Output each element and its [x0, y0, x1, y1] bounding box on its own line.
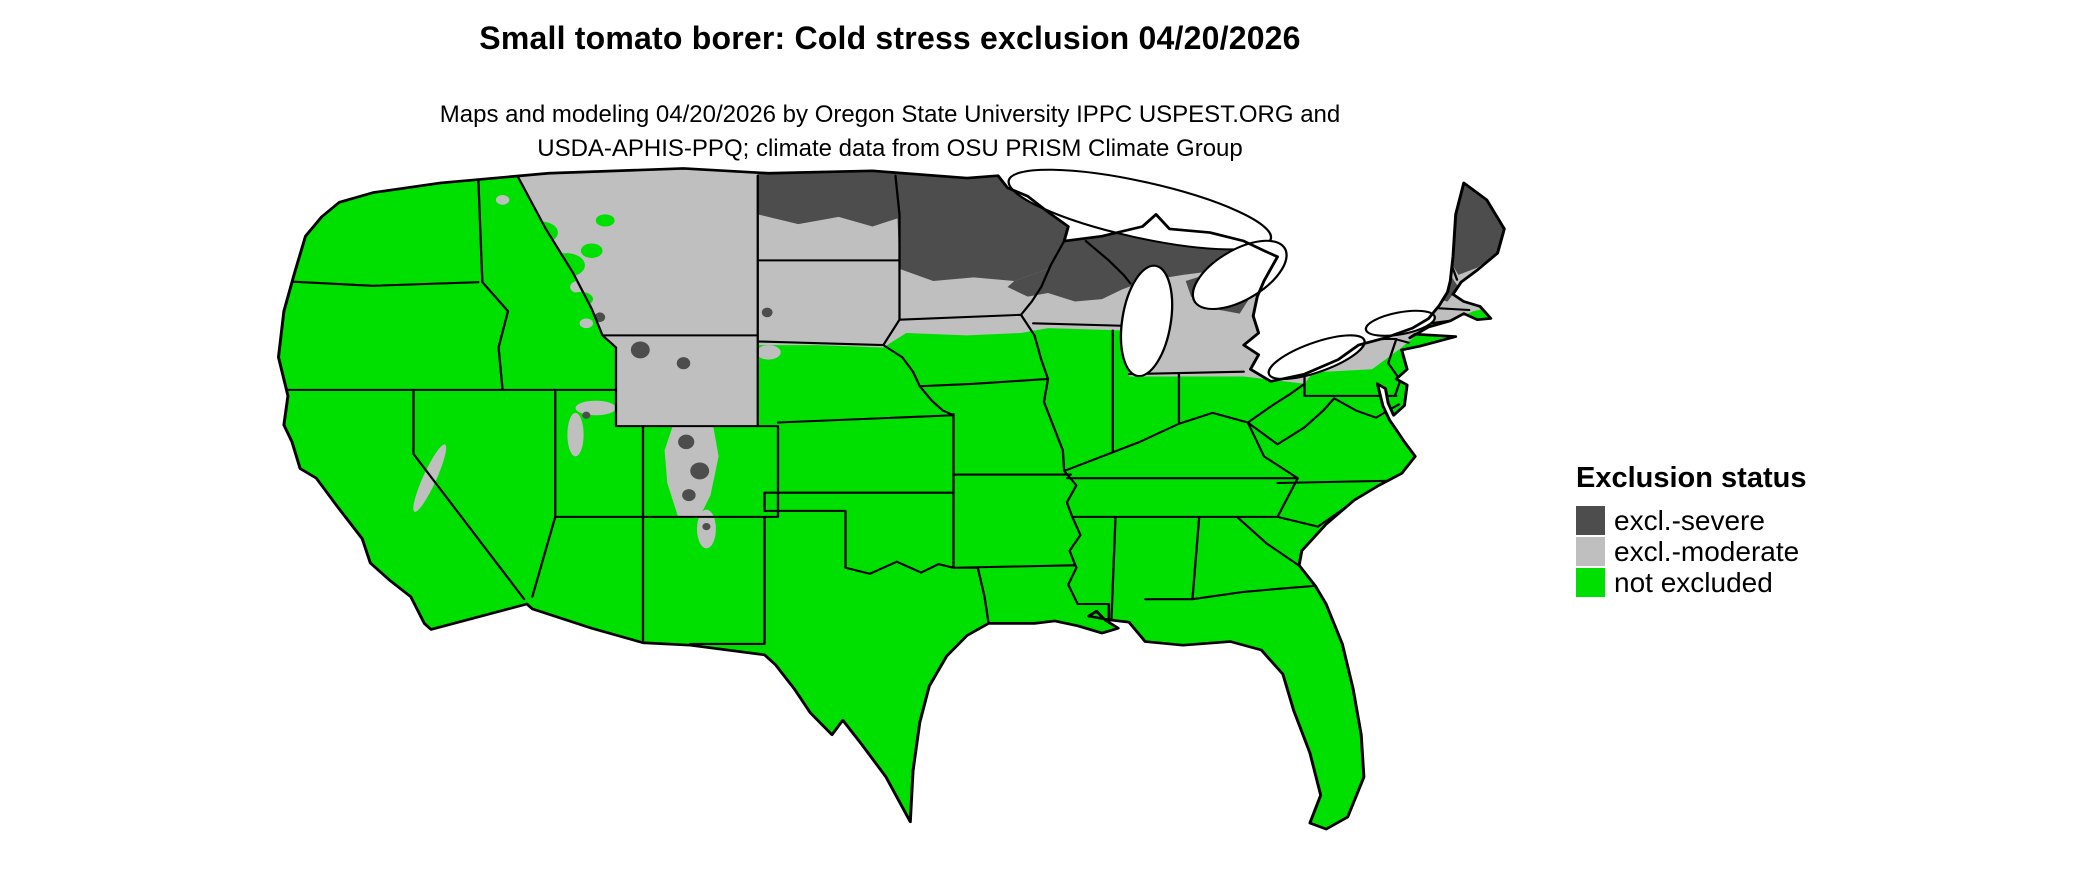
page-title: Small tomato borer: Cold stress exclusio…: [479, 20, 1301, 56]
lake-erie-icon: [1267, 334, 1366, 381]
legend-label-not-excluded: not excluded: [1614, 566, 1773, 598]
legend-item-severe: excl.-severe: [1576, 505, 2036, 536]
subtitle-line-1: Maps and modeling 04/20/2026 by Oregon S…: [439, 101, 1341, 128]
us-choropleth-map: [238, 166, 1534, 892]
lake-ontario-icon: [1364, 309, 1436, 337]
not-excluded-color-swatch: [1576, 568, 1605, 597]
us-map-svg: [277, 167, 1506, 831]
state-borders: [278, 169, 1471, 645]
legend-item-not-excluded: not excluded: [1576, 567, 2036, 598]
lake-huron-icon: [1191, 239, 1288, 311]
page-subtitle: Maps and modeling 04/20/2026 by Oregon S…: [0, 98, 1780, 166]
lake-superior-icon: [1007, 168, 1273, 251]
legend-label-severe: excl.-severe: [1614, 504, 1765, 536]
legend-title: Exclusion status: [1576, 462, 1807, 494]
map-legend: Exclusion status excl.-severe excl.-mode…: [1576, 462, 2036, 598]
us-outline: [277, 167, 1506, 831]
severe-color-swatch: [1576, 506, 1605, 535]
legend-label-moderate: excl.-moderate: [1614, 535, 1800, 567]
region-green-patches: [524, 214, 615, 307]
moderate-color-swatch: [1576, 537, 1605, 566]
lake-michigan-icon: [1119, 264, 1174, 378]
subtitle-line-2: USDA-APHIS-PPQ; climate data from OSU PR…: [537, 135, 1243, 162]
great-lakes: [1007, 168, 1436, 381]
legend-item-moderate: excl.-moderate: [1576, 536, 2036, 567]
